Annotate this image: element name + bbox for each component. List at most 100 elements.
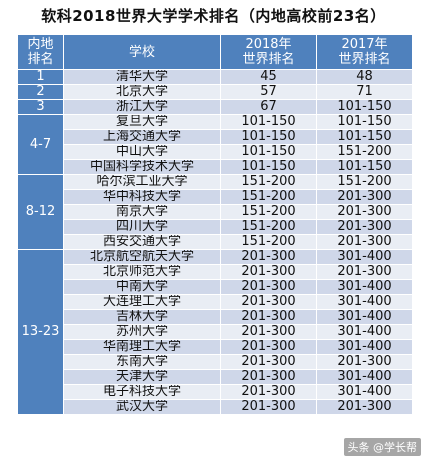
school-name-cell: 武汉大学 [63, 399, 221, 415]
rank-2017-cell: 71 [316, 84, 413, 100]
header-rank-2017-line1: 2017年 [341, 37, 388, 52]
table-row: 南京大学 151-200 201-300 [18, 204, 413, 220]
table-row: 电子科技大学 201-300 301-400 [18, 384, 413, 400]
table-row: 华南理工大学 201-300 301-400 [18, 339, 413, 355]
rank-2018-cell: 67 [220, 99, 317, 115]
school-name-cell: 西安交通大学 [63, 234, 221, 250]
table-row: 华中科技大学 151-200 201-300 [18, 189, 413, 205]
table-row: 北京师范大学 201-300 201-300 [18, 264, 413, 280]
rank-2018-cell: 201-300 [220, 339, 317, 355]
school-name-cell: 中山大学 [63, 144, 221, 160]
rank-2018-cell: 151-200 [220, 219, 317, 235]
table-body: 1 清华大学 45 48 2 北京大学 57 71 3 浙江大学 67 101-150 4-7 复旦大学 1… [17, 69, 413, 415]
table-row: 苏州大学 201-300 301-400 [18, 324, 413, 340]
rank-2017-cell: 301-400 [316, 369, 413, 385]
header-rank-2018-line1: 2018年 [245, 37, 292, 52]
rank-2017-cell: 151-200 [316, 144, 413, 160]
rank-2018-cell: 201-300 [220, 369, 317, 385]
rank-2017-cell: 301-400 [316, 279, 413, 295]
rank-2018-cell: 201-300 [220, 294, 317, 310]
school-name-cell: 北京大学 [63, 84, 221, 100]
table-row: 中南大学 201-300 301-400 [18, 279, 413, 295]
school-name-cell: 苏州大学 [63, 324, 221, 340]
rank-2017-cell: 301-400 [316, 249, 413, 265]
rank-2018-cell: 151-200 [220, 189, 317, 205]
school-name-cell: 中国科学技术大学 [63, 159, 221, 175]
school-name-cell: 上海交通大学 [63, 129, 221, 145]
rank-2017-cell: 48 [316, 69, 413, 85]
school-name-cell: 哈尔滨工业大学 [63, 174, 221, 190]
school-name-cell: 北京师范大学 [63, 264, 221, 280]
rank-2017-cell: 201-300 [316, 399, 413, 415]
rank-2017-cell: 101-150 [316, 159, 413, 175]
rank-2018-cell: 101-150 [220, 129, 317, 145]
school-name-cell: 北京航空航天大学 [63, 249, 221, 265]
region-rank-cell: 8-12 [17, 174, 64, 250]
rank-2018-cell: 201-300 [220, 264, 317, 280]
rank-2018-cell: 45 [220, 69, 317, 85]
region-rank-cell: 4-7 [17, 114, 64, 175]
rank-2018-cell: 101-150 [220, 159, 317, 175]
rank-2018-cell: 201-300 [220, 384, 317, 400]
school-name-cell: 复旦大学 [63, 114, 221, 130]
table-row: 大连理工大学 201-300 301-400 [18, 294, 413, 310]
header-rank-2018-line2: 世界排名 [242, 52, 295, 67]
school-name-cell: 浙江大学 [63, 99, 221, 115]
rank-2018-cell: 151-200 [220, 174, 317, 190]
rank-2018-cell: 57 [220, 84, 317, 100]
rank-2017-cell: 301-400 [316, 309, 413, 325]
rank-2017-cell: 101-150 [316, 129, 413, 145]
table-row: 3 浙江大学 67 101-150 [17, 99, 413, 115]
table-row: 2 北京大学 57 71 [17, 84, 413, 100]
school-name-cell: 四川大学 [63, 219, 221, 235]
table-row: 四川大学 151-200 201-300 [18, 219, 413, 235]
header-row: 内地 排名 学校 2018年 世界排名 2017年 世界排名 [17, 34, 413, 70]
rank-2018-cell: 201-300 [220, 249, 317, 265]
rank-2018-cell: 201-300 [220, 309, 317, 325]
school-name-cell: 华中科技大学 [63, 189, 221, 205]
rank-2017-cell: 301-400 [316, 294, 413, 310]
rank-2017-cell: 301-400 [316, 324, 413, 340]
table-row: 1 清华大学 45 48 [17, 69, 413, 85]
header-rank-2017-line2: 世界排名 [338, 52, 391, 67]
header-region-rank: 内地 排名 [17, 34, 64, 70]
school-name-cell: 大连理工大学 [63, 294, 221, 310]
table-row: 天津大学 201-300 301-400 [18, 369, 413, 385]
table-row: 武汉大学 201-300 201-300 [18, 399, 413, 415]
school-name-cell: 南京大学 [63, 204, 221, 220]
rank-2017-cell: 201-300 [316, 189, 413, 205]
rank-2017-cell: 101-150 [316, 99, 413, 115]
rank-2018-cell: 201-300 [220, 279, 317, 295]
rank-2017-cell: 201-300 [316, 204, 413, 220]
school-name-cell: 电子科技大学 [63, 384, 221, 400]
school-name-cell: 东南大学 [63, 354, 221, 370]
rank-2018-cell: 101-150 [220, 144, 317, 160]
region-rank-cell: 2 [17, 84, 64, 100]
rank-2017-cell: 201-300 [316, 219, 413, 235]
school-name-cell: 清华大学 [63, 69, 221, 85]
rank-2018-cell: 101-150 [220, 114, 317, 130]
header-school: 学校 [63, 34, 221, 70]
table-row: 上海交通大学 101-150 101-150 [18, 129, 413, 145]
table-row: 中国科学技术大学 101-150 101-150 [18, 159, 413, 175]
school-name-cell: 中南大学 [63, 279, 221, 295]
rank-2017-cell: 301-400 [316, 384, 413, 400]
rank-2018-cell: 201-300 [220, 354, 317, 370]
rank-2017-cell: 151-200 [316, 174, 413, 190]
table-row: 13-23 北京航空航天大学 201-300 301-400 [17, 249, 413, 415]
table-row: 西安交通大学 151-200 201-300 [18, 234, 413, 250]
header-region-rank-line2: 排名 [27, 52, 54, 67]
region-rank-cell: 3 [17, 99, 64, 115]
rank-2018-cell: 201-300 [220, 399, 317, 415]
header-rank-2018: 2018年 世界排名 [220, 34, 317, 70]
region-rank-cell: 1 [17, 69, 64, 85]
rank-2017-cell: 201-300 [316, 264, 413, 280]
header-region-rank-line1: 内地 [27, 37, 54, 52]
table-row: 中山大学 101-150 151-200 [18, 144, 413, 160]
school-name-cell: 华南理工大学 [63, 339, 221, 355]
watermark: 头条 @学长帮 [343, 438, 421, 456]
rank-2017-cell: 201-300 [316, 234, 413, 250]
table-row: 吉林大学 201-300 301-400 [18, 309, 413, 325]
school-name-cell: 吉林大学 [63, 309, 221, 325]
rank-2018-cell: 151-200 [220, 234, 317, 250]
